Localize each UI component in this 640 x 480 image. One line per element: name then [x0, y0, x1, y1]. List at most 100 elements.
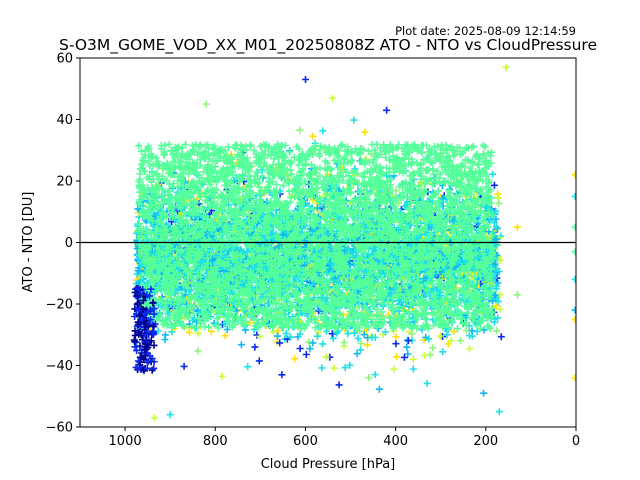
data-point — [344, 330, 352, 338]
data-point — [495, 199, 503, 207]
data-point — [296, 330, 304, 338]
data-point — [346, 361, 354, 369]
data-point — [468, 327, 476, 335]
data-point — [223, 326, 231, 333]
data-point — [421, 351, 428, 359]
data-point — [340, 339, 348, 346]
data-point — [269, 328, 277, 336]
data-point — [251, 343, 259, 351]
data-point — [390, 365, 398, 373]
data-point — [494, 190, 502, 198]
data-point — [457, 337, 465, 344]
data-point — [492, 302, 500, 310]
data-point — [305, 338, 313, 346]
chart-title: S-O3M_GOME_VOD_XX_M01_20250808Z ATO - NT… — [59, 36, 597, 55]
data-point — [309, 339, 317, 347]
data-point — [186, 328, 193, 336]
data-point — [400, 353, 408, 361]
data-point — [322, 353, 330, 361]
data-point — [484, 215, 492, 223]
data-point — [357, 346, 364, 354]
data-point — [466, 345, 473, 353]
data-point — [194, 329, 202, 337]
data-point — [425, 335, 433, 343]
data-point — [450, 328, 458, 335]
data-point — [399, 302, 407, 310]
data-point — [354, 335, 362, 342]
data-point — [436, 332, 444, 340]
data-point — [161, 331, 169, 339]
data-point — [443, 331, 451, 339]
data-point — [423, 379, 431, 387]
data-point — [375, 385, 383, 393]
data-point — [392, 333, 400, 341]
data-point — [490, 181, 498, 189]
data-point — [392, 187, 400, 195]
data-point — [422, 290, 430, 298]
data-point — [368, 333, 376, 341]
data-point — [274, 332, 281, 340]
data-point — [409, 355, 417, 363]
data-point — [344, 245, 352, 253]
data-point — [189, 316, 197, 324]
data-point — [429, 344, 437, 352]
data-point — [134, 255, 142, 263]
data-point — [218, 372, 226, 380]
data-point — [350, 116, 358, 124]
scatter-points — [130, 63, 576, 422]
data-point — [371, 371, 379, 379]
data-point — [365, 374, 373, 382]
data-point — [329, 276, 337, 284]
data-point — [408, 330, 416, 338]
data-point — [134, 205, 142, 213]
data-point — [287, 333, 294, 341]
data-point — [296, 126, 304, 134]
data-point — [302, 351, 310, 358]
data-point — [283, 298, 291, 306]
data-point — [489, 170, 497, 178]
data-point — [314, 204, 322, 212]
data-point — [256, 332, 264, 340]
data-point — [276, 339, 284, 347]
data-point — [139, 276, 147, 284]
data-point — [154, 327, 162, 335]
data-point — [447, 337, 455, 345]
data-point — [252, 284, 260, 292]
data-point — [439, 348, 447, 356]
data-point — [207, 328, 215, 335]
data-point — [491, 291, 499, 299]
data-point — [335, 381, 343, 389]
data-point — [237, 341, 245, 349]
data-point — [492, 223, 500, 231]
data-point — [492, 235, 500, 243]
data-point — [180, 362, 188, 370]
data-point — [351, 329, 359, 337]
data-point — [361, 128, 369, 136]
data-point — [493, 265, 501, 273]
data-point — [221, 332, 229, 340]
data-point — [255, 357, 263, 365]
data-point — [392, 340, 400, 348]
data-point — [309, 132, 317, 140]
data-point — [381, 328, 389, 336]
data-point — [319, 340, 327, 348]
data-point — [486, 204, 494, 212]
data-point — [493, 327, 501, 335]
data-point — [497, 333, 505, 341]
data-point — [194, 347, 202, 355]
data-point — [393, 353, 401, 361]
data-point — [490, 261, 498, 269]
data-point — [291, 355, 299, 363]
data-point — [296, 345, 304, 352]
data-point — [374, 324, 382, 332]
data-point — [360, 331, 368, 339]
data-point — [409, 365, 417, 373]
data-point — [313, 332, 321, 340]
data-point — [491, 318, 498, 326]
data-point — [430, 285, 438, 293]
data-point — [267, 276, 275, 284]
data-point — [490, 219, 498, 227]
data-point — [164, 310, 172, 318]
data-point — [404, 350, 412, 358]
